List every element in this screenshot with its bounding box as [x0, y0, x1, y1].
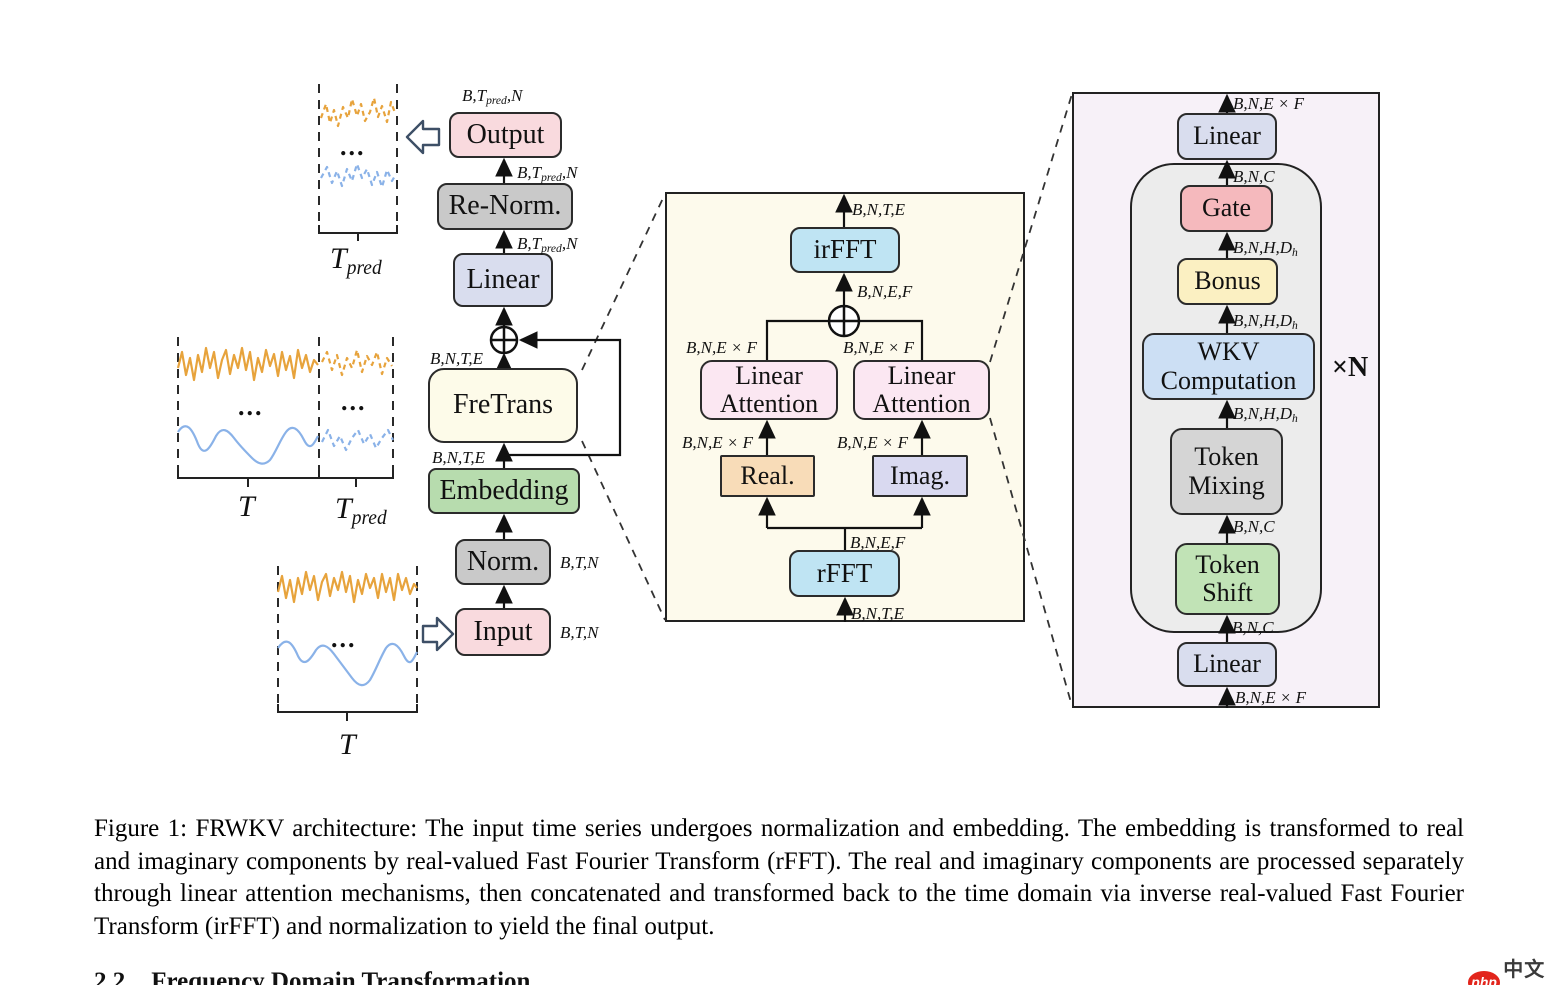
- output-to-pred-arrow-icon: [405, 119, 441, 155]
- rwkv-linear-top-box: Linear: [1177, 113, 1277, 160]
- dim-input-side: B,T,N: [560, 623, 599, 642]
- history-sketch-ellipsis-right: ...: [341, 387, 367, 416]
- linear-attention-real-box: Linear Attention: [700, 360, 838, 420]
- rwkv-linear-bottom-box: Linear: [1177, 642, 1277, 687]
- token-mixing-box: Token Mixing: [1170, 428, 1283, 515]
- dim-output-top: B,Tpred,N: [462, 86, 523, 107]
- dim-norm-side: B,T,N: [560, 553, 599, 572]
- dim-rwkv-out: B,N,E × F: [1233, 94, 1304, 113]
- dim-renorm-output: B,Tpred,N: [517, 163, 578, 184]
- linear-attention-imag-box: Linear Attention: [853, 360, 990, 420]
- input-window-waves: [276, 570, 418, 687]
- tpred-history-label: Tpred: [335, 492, 387, 529]
- renorm-box: Re-Norm.: [437, 183, 573, 230]
- input-box: Input: [455, 608, 551, 656]
- php-cn-text: 中文网: [1503, 959, 1546, 981]
- embedding-box: Embedding: [428, 468, 580, 514]
- t-history-label: T: [238, 490, 255, 523]
- dim-rfft-out: B,N,E,F: [850, 533, 906, 552]
- section-number: 2.2: [94, 968, 126, 985]
- dim-block-in: B,N,E × F: [1235, 688, 1306, 707]
- history-sketch-ellipsis-left: ...: [238, 392, 264, 421]
- fretrans-box: FreTrans: [428, 368, 578, 443]
- dim-la-imag-out: B,N,E × F: [843, 338, 914, 357]
- dim-shift-out: B,N,C: [1233, 517, 1275, 536]
- history-pred-waves: [176, 346, 394, 465]
- block-arrows: [405, 119, 455, 652]
- pred-sketch-ellipsis: ...: [340, 132, 366, 161]
- dim-rfft-in: B,N,T,E: [851, 604, 905, 623]
- dim-sum-irfft: B,N,E,F: [857, 282, 913, 301]
- dim-fretrans-out: B,N,T,E: [430, 349, 484, 368]
- bonus-box: Bonus: [1177, 258, 1278, 305]
- dim-gate-out: B,N,C: [1233, 167, 1275, 186]
- dim-imag-out: B,N,E × F: [837, 433, 908, 452]
- dim-linear-out: B,N,C: [1232, 618, 1274, 637]
- output-box: Output: [449, 112, 562, 158]
- dim-bonus-out: B,N,H,Dh: [1233, 238, 1298, 259]
- tpred-window-label: Tpred: [330, 242, 382, 279]
- repeat-times-label: ×N: [1332, 352, 1369, 383]
- php-logo-icon: php: [1468, 970, 1501, 985]
- input-sketch-ellipsis: ...: [331, 624, 357, 653]
- sketch-dashed-windows: [177, 84, 418, 712]
- wkv-computation-box: WKV Computation: [1142, 333, 1315, 400]
- dim-mixing-out: B,N,H,Dh: [1233, 404, 1298, 425]
- token-shift-box: Token Shift: [1175, 543, 1280, 615]
- dim-la-real-out: B,N,E × F: [686, 338, 757, 357]
- irfft-box: irFFT: [790, 227, 900, 273]
- dim-real-out: B,N,E × F: [682, 433, 753, 452]
- fretrans-detail-arrows: [758, 193, 931, 622]
- real-box: Real.: [720, 455, 815, 497]
- norm-box: Norm.: [455, 539, 551, 585]
- concat-sum-icon: [827, 304, 861, 338]
- series-to-input-arrow-icon: [421, 616, 455, 652]
- figure-caption: Figure 1: FRWKV architecture: The input …: [94, 815, 1464, 940]
- sketch-brackets: [177, 225, 418, 721]
- linear-box: Linear: [453, 253, 553, 307]
- dim-fretrans-in: B,N,T,E: [432, 448, 486, 467]
- imag-box: Imag.: [872, 455, 968, 497]
- t-input-label: T: [339, 728, 356, 761]
- pipeline-arrows: [495, 157, 622, 656]
- dim-irfft-out: B,N,T,E: [852, 200, 906, 219]
- residual-sum-icon: [489, 325, 519, 355]
- dim-wkv-out: B,N,H,Dh: [1233, 311, 1298, 332]
- dim-linear-renorm: B,Tpred,N: [517, 234, 578, 255]
- section-title: Frequency Domain Transformation: [151, 968, 531, 985]
- rfft-box: rFFT: [789, 550, 900, 597]
- gate-box: Gate: [1180, 185, 1273, 232]
- pred-window-waves: [319, 96, 397, 189]
- section-heading: 2.2 Frequency Domain Transformation: [94, 968, 530, 985]
- php-cn-watermark: php 中文网: [1468, 953, 1554, 985]
